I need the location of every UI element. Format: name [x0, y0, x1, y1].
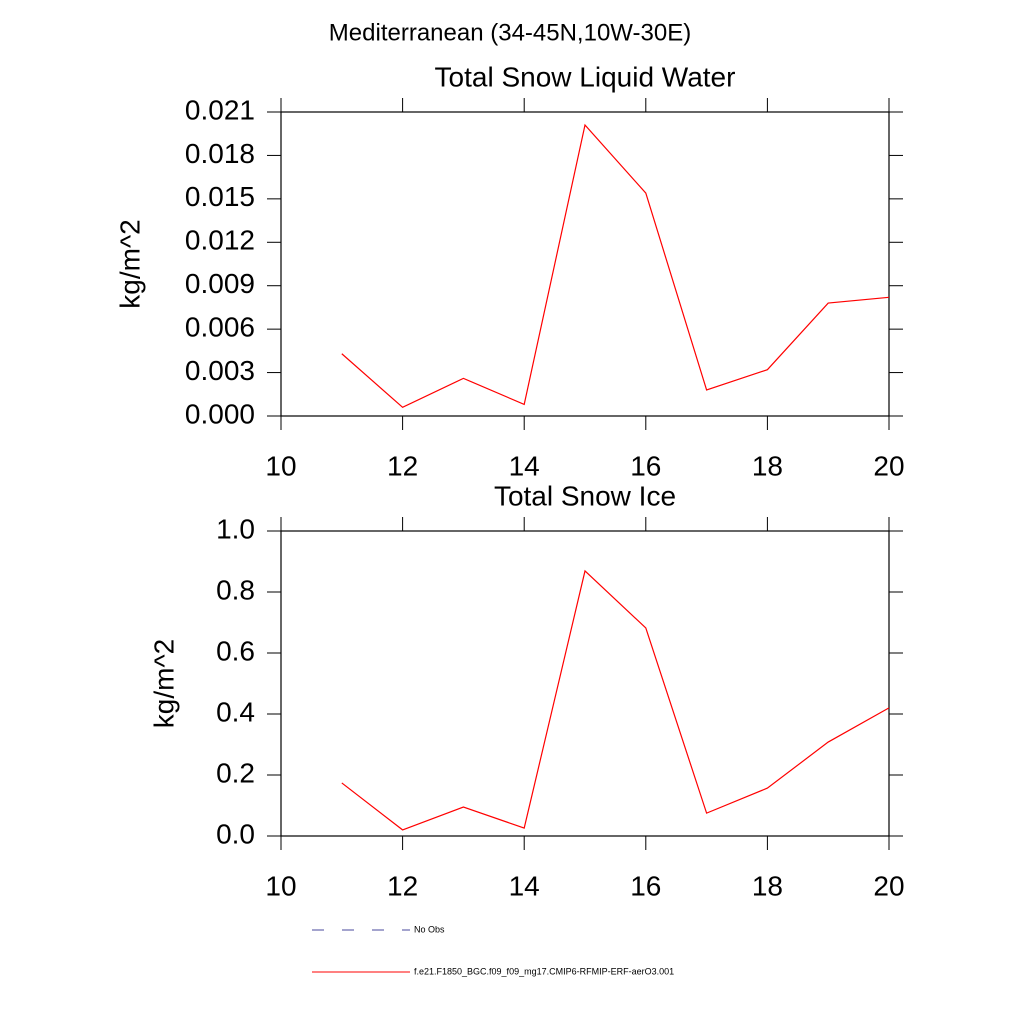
x-tick-label: 14: [509, 870, 540, 901]
y-tick-label: 0.003: [185, 355, 255, 386]
chart-title: Total Snow Ice: [494, 480, 676, 511]
x-tick-label: 20: [873, 450, 904, 481]
x-tick-label: 16: [630, 450, 661, 481]
y-axis-label: kg/m^2: [114, 219, 145, 308]
y-tick-label: 0.4: [216, 696, 255, 727]
x-tick-label: 14: [509, 450, 540, 481]
plot-frame: [280, 111, 890, 417]
x-tick-label: 10: [265, 870, 296, 901]
legend-label: f.e21.F1850_BGC.f09_f09_mg17.CMIP6-RFMIP…: [414, 966, 674, 976]
x-tick-label: 12: [387, 450, 418, 481]
y-axis-label: kg/m^2: [148, 639, 179, 728]
y-tick-label: 0.8: [216, 574, 255, 605]
x-tick-label: 20: [873, 870, 904, 901]
data-line: [341, 123, 890, 409]
y-tick-label: 0.018: [185, 138, 255, 169]
chart-title: Total Snow Liquid Water: [435, 61, 736, 92]
x-tick-label: 18: [752, 450, 783, 481]
y-tick-label: 0.006: [185, 312, 255, 343]
legend-label: No Obs: [414, 924, 445, 934]
y-tick-label: 0.021: [185, 94, 255, 125]
x-tick-label: 12: [387, 870, 418, 901]
y-tick-label: 0.2: [216, 757, 255, 788]
figure-title: Mediterranean (34-45N,10W-30E): [329, 19, 691, 46]
y-tick-label: 0.015: [185, 181, 255, 212]
y-tick-label: 0.012: [185, 225, 255, 256]
y-tick-label: 0.0: [216, 818, 255, 849]
x-tick-label: 16: [630, 870, 661, 901]
y-tick-label: 0.009: [185, 268, 255, 299]
y-tick-label: 0.000: [185, 398, 255, 429]
x-tick-label: 10: [265, 450, 296, 481]
y-tick-label: 0.6: [216, 635, 255, 666]
data-line: [341, 569, 890, 831]
plot-frame: [280, 530, 890, 837]
x-tick-label: 18: [752, 870, 783, 901]
y-tick-label: 1.0: [216, 513, 255, 544]
